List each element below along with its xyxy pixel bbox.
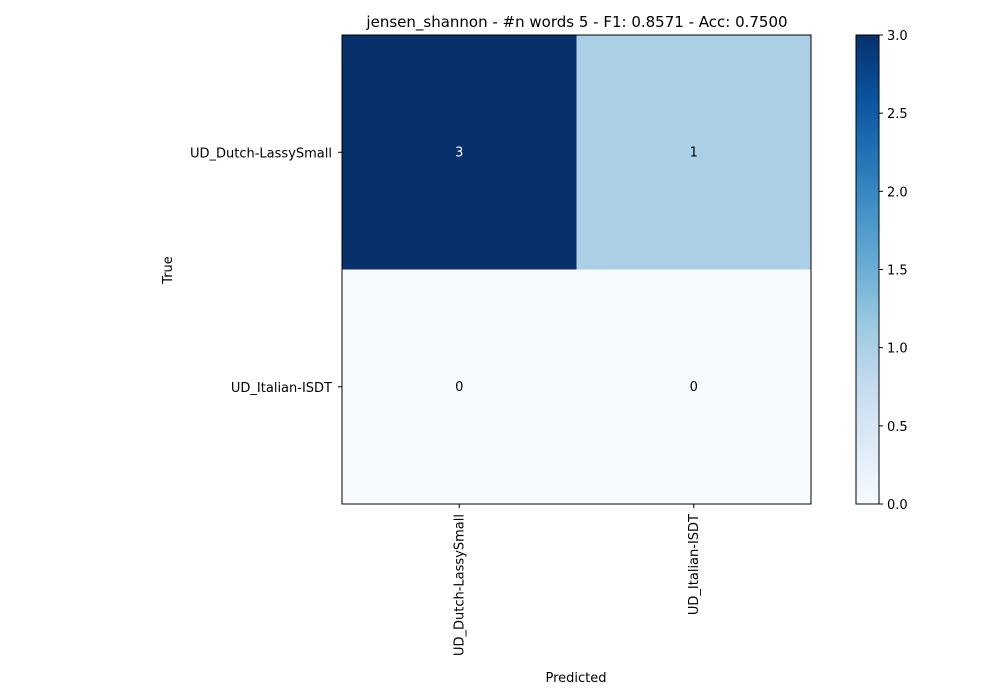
cell-value-label: 0 [455,380,463,395]
cell-value-label: 0 [690,380,698,395]
colorbar-tick-label: 2.5 [887,107,908,122]
x-axis-label: Predicted [545,671,606,686]
x-tick-label: UD_Italian-ISDT [687,514,702,615]
x-tick-label: UD_Dutch-LassySmall [452,514,467,656]
cell-value-label: 3 [455,145,463,160]
y-tick-label: UD_Italian-ISDT [231,381,332,396]
y-axis-ticks: UD_Dutch-LassySmall UD_Italian-ISDT [190,146,342,396]
colorbar-tick-label: 2.0 [887,185,908,200]
colorbar-tick-label: 1.0 [887,342,908,357]
colorbar-tick-label: 3.0 [887,29,908,44]
heatmap-cell [576,35,811,270]
colorbar-tick-label: 1.5 [887,264,908,279]
colorbar-ticks: 0.0 0.5 1.0 1.5 2.0 2.5 3.0 [879,29,908,513]
heatmap-cell [576,269,811,504]
colorbar [855,34,880,505]
y-tick-label: UD_Dutch-LassySmall [190,146,332,161]
chart-title: jensen_shannon - #n words 5 - F1: 0.8571… [365,13,787,32]
colorbar-tick-label: 0.5 [887,420,908,435]
heatmap-cell [342,35,577,270]
y-axis-label: True [161,256,176,285]
heatmap-cells: 3 1 0 0 [342,35,811,504]
cell-value-label: 1 [690,145,698,160]
x-axis-ticks: UD_Dutch-LassySmall UD_Italian-ISDT [452,504,702,656]
plot-frame [341,34,812,505]
heatmap-cell [342,269,577,504]
colorbar-tick-label: 0.0 [887,498,908,513]
